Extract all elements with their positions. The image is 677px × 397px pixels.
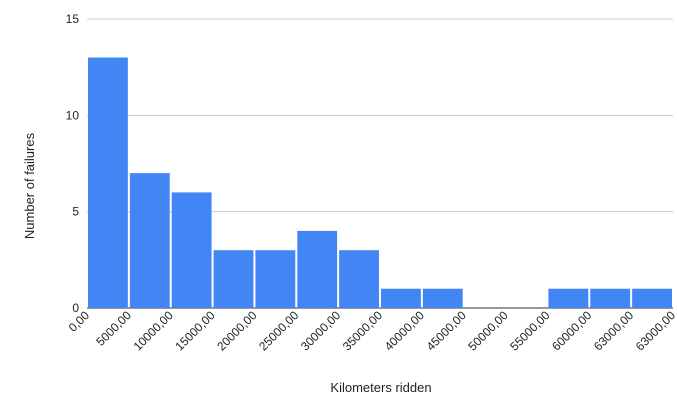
histogram-bar — [548, 288, 589, 308]
histogram-bar — [339, 250, 379, 308]
x-tick-label: 40000,00 — [382, 308, 428, 354]
histogram-bar — [297, 230, 338, 308]
x-axis-tick-labels: 0,00 5000,0010000,0015000,0020000,0025000… — [66, 308, 677, 354]
histogram-bar — [590, 288, 631, 308]
x-tick-label: 5000,00 — [93, 308, 134, 349]
x-tick-label: 0,00 — [66, 308, 93, 335]
x-tick-label: 30000,00 — [298, 308, 344, 354]
bars — [88, 57, 672, 309]
histogram-bar — [213, 250, 254, 308]
y-tick-label: 0 — [72, 301, 79, 315]
x-axis-title: Kilometers ridden — [330, 380, 431, 395]
histogram-bar — [171, 192, 212, 308]
y-axis-title: Number of failures — [22, 132, 37, 239]
x-tick-label: 25000,00 — [256, 308, 302, 354]
y-tick-label: 5 — [72, 205, 79, 219]
histogram-bar — [255, 250, 296, 308]
histogram-bar — [129, 173, 170, 308]
x-tick-label: 20000,00 — [214, 308, 260, 354]
x-tick-label: 10000,00 — [131, 308, 177, 354]
x-tick-label: 63000,00 — [633, 308, 677, 354]
x-tick-label: 15000,00 — [172, 308, 218, 354]
histogram-bar — [632, 288, 672, 308]
histogram-bar — [422, 288, 463, 308]
histogram-bar — [88, 57, 128, 309]
y-tick-label: 15 — [66, 12, 80, 26]
histogram-bar — [381, 288, 421, 308]
x-tick-label: 63000,00 — [591, 308, 637, 354]
x-tick-label: 60000,00 — [549, 308, 595, 354]
x-tick-label: 55000,00 — [507, 308, 553, 354]
y-axis-tick-labels: 0 5 10 15 — [66, 12, 80, 315]
x-tick-label: 45000,00 — [424, 308, 470, 354]
x-tick-label: 35000,00 — [340, 308, 386, 354]
y-tick-label: 10 — [66, 108, 80, 122]
x-tick-label: 50000,00 — [465, 308, 511, 354]
